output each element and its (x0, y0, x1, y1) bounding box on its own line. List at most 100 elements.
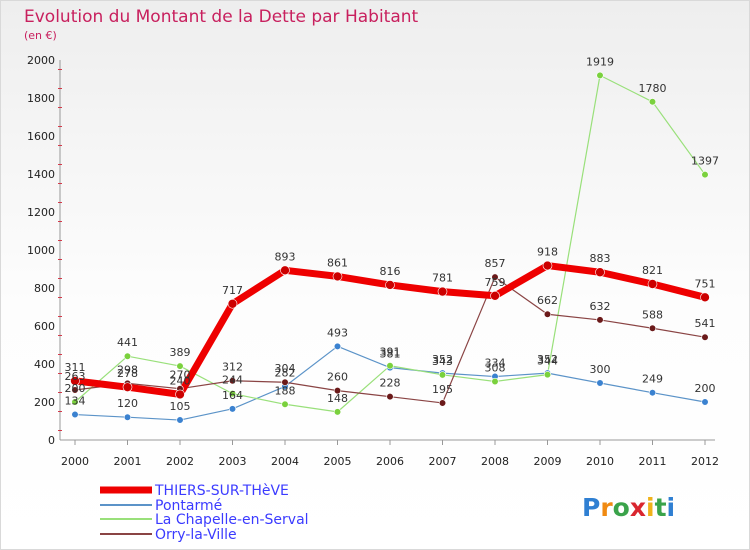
data-point (701, 170, 709, 179)
data-label: 240 (170, 374, 191, 387)
data-label: 391 (380, 346, 401, 359)
data-label: 816 (380, 265, 401, 278)
data-label: 134 (65, 395, 86, 408)
data-point (648, 98, 657, 106)
data-point (333, 342, 342, 350)
data-point (491, 273, 499, 281)
data-label: 344 (537, 355, 558, 368)
data-label: 441 (117, 336, 138, 349)
data-label: 857 (485, 257, 506, 270)
y-tick-label: 1600 (27, 130, 55, 143)
series-line (74, 74, 706, 413)
data-point (333, 387, 342, 395)
x-tick-label: 2010 (586, 455, 614, 468)
y-tick-label: 2000 (27, 54, 55, 67)
data-label: 244 (222, 374, 243, 387)
data-label: 228 (380, 377, 401, 390)
svg-text:Proxiti: Proxiti (582, 493, 675, 522)
x-tick-label: 2002 (166, 455, 194, 468)
chart-subtitle: (en €) (24, 29, 57, 42)
data-point (386, 362, 394, 370)
data-label: 1397 (691, 155, 719, 168)
data-label: 263 (65, 370, 86, 383)
chart-title: Evolution du Montant de la Dette par Hab… (24, 7, 419, 27)
data-label: 381 (380, 348, 401, 361)
data-label: 541 (695, 317, 716, 330)
data-label: 352 (432, 353, 453, 366)
data-point (176, 362, 184, 370)
data-point (122, 382, 133, 392)
legend-label: Orry-la-Ville (155, 527, 237, 543)
data-point (648, 324, 657, 332)
data-label: 200 (695, 382, 716, 395)
data-point (701, 333, 709, 341)
data-label: 260 (327, 371, 348, 384)
data-label: 105 (170, 400, 191, 413)
data-point (491, 377, 499, 386)
data-point (596, 316, 604, 324)
data-label: 821 (642, 264, 663, 277)
data-label: 493 (327, 326, 348, 339)
data-point (700, 292, 710, 303)
data-label: 200 (65, 382, 86, 395)
data-point (175, 389, 185, 400)
axes: 0 200 400 600 800 1000 1200 1400 1600 1800 2000 200… (27, 54, 719, 468)
data-label: 188 (275, 384, 296, 397)
y-tick-label: 0 (48, 434, 55, 447)
data-label: 270 (170, 369, 191, 382)
data-label: 588 (642, 308, 663, 321)
data-point (596, 379, 604, 387)
data-point (281, 400, 289, 408)
data-label: 278 (117, 367, 138, 380)
data-point (543, 310, 552, 318)
data-label: 717 (222, 284, 243, 297)
y-tick-label: 1400 (27, 168, 55, 181)
y-tick-label: 1000 (27, 244, 55, 257)
data-point (70, 376, 80, 386)
data-label: 120 (117, 397, 138, 410)
y-tick-label: 600 (34, 320, 55, 333)
x-tick-label: 2000 (61, 455, 89, 468)
data-point (437, 286, 448, 297)
data-point (385, 280, 395, 290)
data-label: 311 (65, 361, 86, 374)
data-label: 662 (537, 294, 558, 307)
data-point (123, 413, 132, 421)
data-label: 300 (590, 363, 611, 376)
data-point (543, 371, 552, 379)
data-point (71, 386, 79, 394)
data-label: 334 (485, 357, 506, 370)
data-point (281, 378, 289, 386)
data-point (438, 371, 447, 379)
data-label: 883 (590, 252, 611, 265)
data-point (701, 398, 709, 406)
legend-label: THIERS-SUR-THèVE (154, 483, 289, 499)
data-label: 195 (432, 383, 453, 396)
series-points (70, 71, 710, 424)
data-label: 751 (695, 277, 716, 290)
data-point (228, 405, 237, 413)
data-label: 308 (485, 361, 506, 374)
x-tick-label: 2012 (691, 455, 719, 468)
data-label: 632 (590, 300, 611, 313)
y-tick-label: 400 (34, 358, 55, 371)
data-label: 249 (642, 373, 663, 386)
data-point (332, 271, 343, 282)
data-point (71, 398, 79, 406)
data-label: 282 (275, 366, 296, 379)
data-point (386, 393, 394, 401)
data-point (176, 416, 184, 424)
legend-label: Pontarmé (155, 498, 222, 514)
data-label: 893 (275, 250, 296, 263)
data-point (648, 389, 657, 397)
x-tick-label: 2011 (639, 455, 667, 468)
data-point (123, 352, 132, 360)
data-point (438, 399, 447, 407)
data-label: 1919 (586, 55, 614, 68)
x-tick-label: 2003 (219, 455, 247, 468)
data-label: 304 (275, 362, 296, 375)
data-point (542, 260, 553, 271)
data-label: 312 (222, 361, 243, 374)
y-tick-label: 1200 (27, 206, 55, 219)
